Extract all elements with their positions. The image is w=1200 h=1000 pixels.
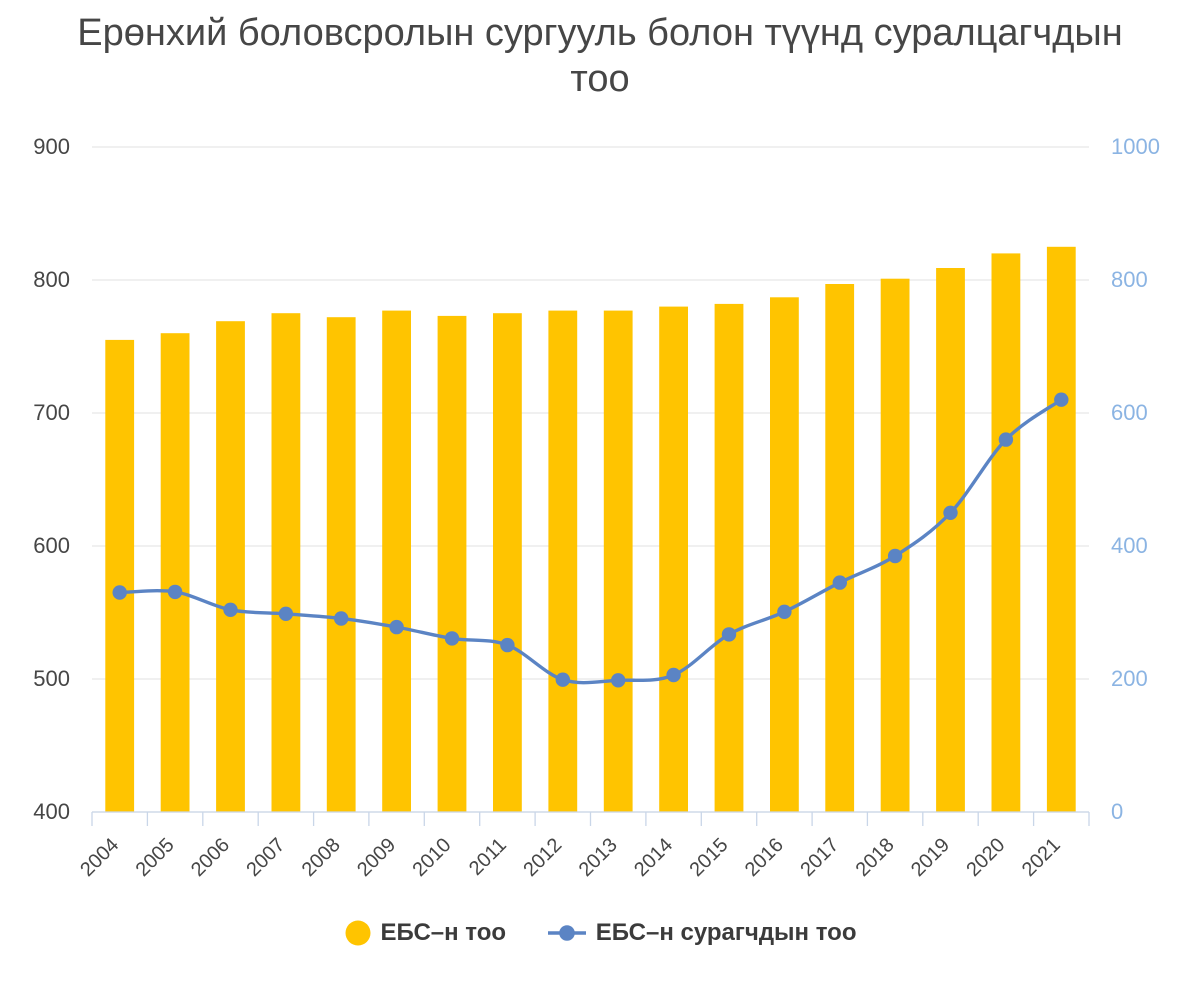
svg-text:800: 800 [33,267,70,292]
svg-text:500: 500 [33,666,70,691]
svg-text:2012: 2012 [519,834,566,881]
svg-text:0: 0 [1111,799,1123,824]
svg-text:600: 600 [1111,400,1148,425]
svg-text:2009: 2009 [353,834,400,881]
svg-text:700: 700 [33,400,70,425]
svg-text:2004: 2004 [76,834,123,881]
svg-text:2013: 2013 [575,834,622,881]
svg-text:2015: 2015 [686,834,733,881]
svg-text:400: 400 [33,799,70,824]
svg-text:2016: 2016 [741,834,788,881]
svg-text:2021: 2021 [1018,834,1065,881]
svg-text:200: 200 [1111,666,1148,691]
svg-text:2014: 2014 [630,834,677,881]
svg-text:2008: 2008 [298,834,345,881]
svg-text:800: 800 [1111,267,1148,292]
svg-text:900: 900 [33,134,70,159]
svg-text:600: 600 [33,533,70,558]
svg-text:1000: 1000 [1111,134,1160,159]
svg-text:2007: 2007 [242,834,289,881]
svg-text:2011: 2011 [465,834,511,880]
svg-text:2019: 2019 [907,834,954,881]
svg-text:2018: 2018 [852,834,899,881]
svg-text:2005: 2005 [132,834,179,881]
svg-text:400: 400 [1111,533,1148,558]
svg-text:2020: 2020 [962,834,1009,881]
svg-text:2017: 2017 [796,834,843,881]
svg-text:2006: 2006 [187,834,234,881]
svg-text:2010: 2010 [409,834,456,881]
